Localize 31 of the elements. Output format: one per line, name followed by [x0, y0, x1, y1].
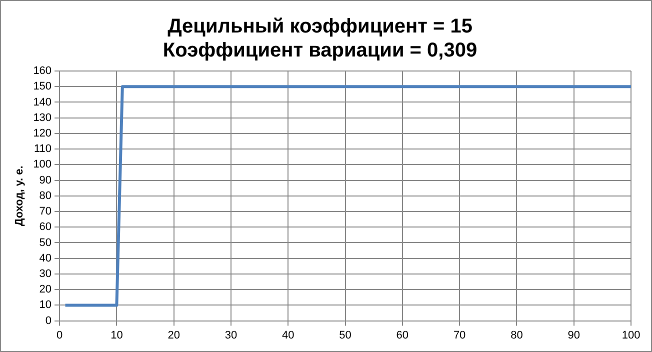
x-tick-label: 10 [110, 329, 123, 342]
x-tick-label: 40 [282, 329, 294, 342]
y-tick-label: 90 [39, 174, 52, 186]
x-tick-label: 70 [453, 329, 466, 342]
y-tick-label: 120 [33, 127, 52, 140]
x-tick-label: 80 [510, 329, 523, 342]
y-tick-label: 0 [45, 314, 52, 327]
y-tick-label: 150 [33, 80, 52, 93]
x-tick-label: 50 [339, 329, 352, 342]
y-tick-label: 100 [33, 158, 52, 171]
text: Децильный коэффициент = 15 [168, 16, 472, 38]
y-tick-label: 60 [39, 221, 52, 234]
y-tick-label: 80 [39, 190, 52, 202]
y-tick-label: 140 [33, 96, 52, 108]
y-tick-label: 50 [39, 236, 52, 249]
y-tick-label: 40 [39, 252, 52, 264]
x-tick-label: 30 [224, 329, 238, 342]
y-axis-title: Доход, у. е. [14, 166, 26, 226]
x-tick-label: 90 [568, 329, 580, 342]
x-tick-label: 0 [56, 329, 63, 342]
y-tick-label: 160 [33, 65, 52, 78]
text: Коэффициент вариации = 0,309 [162, 40, 478, 62]
y-tick-label: 110 [34, 143, 52, 156]
x-tick-label: 100 [622, 329, 640, 342]
y-tick-label: 30 [39, 268, 52, 280]
y-tick-label: 20 [39, 284, 52, 296]
x-tick-label: 20 [168, 329, 180, 342]
x-tick-label: 60 [396, 329, 409, 342]
y-tick-label: 130 [33, 112, 52, 124]
y-tick-label: 10 [39, 299, 52, 312]
y-tick-label: 70 [39, 206, 52, 218]
